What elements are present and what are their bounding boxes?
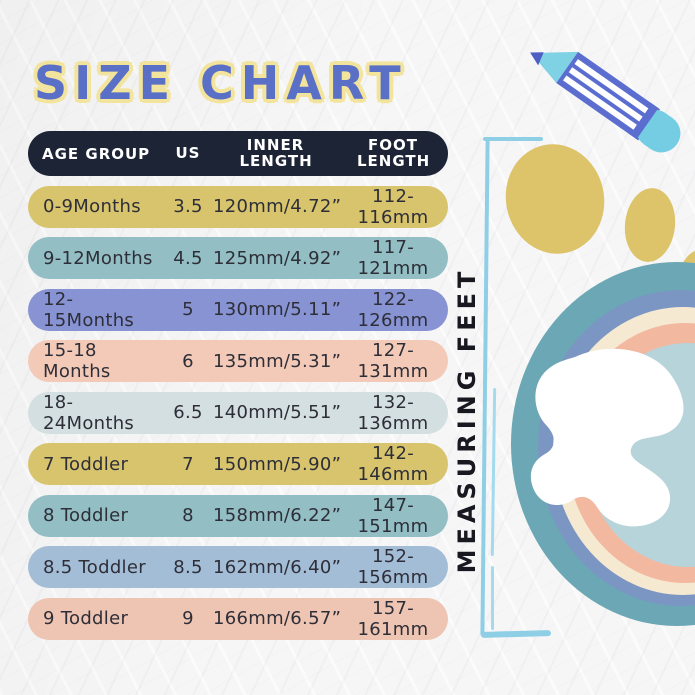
page-title: SIZE CHART (34, 56, 408, 110)
header-age-group: AGE GROUP (42, 144, 151, 163)
cell-age-group: 0-9Months (43, 196, 141, 217)
cell-us-size: 5 (182, 299, 194, 320)
size-table: AGE GROUP US INNER LENGTH FOOT LENGTH 0-… (28, 131, 448, 640)
table-row: 18-24Months 6.5 140mm/5.51” 132-136mm (28, 391, 448, 434)
cell-age-group: 8 Toddler (43, 505, 129, 526)
cell-foot-length: 127-131mm (357, 340, 429, 382)
foot-sole-rings-icon (511, 262, 695, 626)
measuring-bracket-accent (491, 566, 494, 630)
table-row: 12-15Months 5 130mm/5.11” 122-126mm (28, 288, 448, 331)
cell-age-group: 8.5 Toddler (43, 556, 146, 578)
cell-us-size: 6.5 (173, 402, 203, 423)
table-row: 8 Toddler 8 158mm/6.22” 147-151mm (28, 494, 448, 537)
cell-inner-length: 166mm/6.57” (213, 608, 342, 629)
table-row: 7 Toddler 7 150mm/5.90” 142-146mm (28, 443, 448, 485)
cell-age-group: 12-15Months (43, 288, 135, 331)
cell-age-group: 18-24Months (43, 391, 135, 434)
cell-foot-length: 122-126mm (357, 288, 429, 331)
cell-foot-length: 132-136mm (357, 391, 429, 434)
baby-foot-illustration (505, 144, 695, 626)
cell-foot-length: 112-116mm (357, 185, 429, 228)
cell-foot-length: 157-161mm (357, 597, 429, 640)
cell-foot-length: 117-121mm (357, 237, 429, 279)
cell-inner-length: 130mm/5.11” (213, 299, 342, 320)
cell-us-size: 8.5 (173, 556, 203, 578)
cell-inner-length: 140mm/5.51” (213, 402, 342, 423)
cell-inner-length: 125mm/4.92” (213, 247, 342, 269)
cell-us-size: 4.5 (173, 247, 203, 269)
cell-inner-length: 120mm/4.72” (213, 196, 342, 217)
cell-us-size: 9 (182, 608, 194, 629)
cell-age-group: 15-18 Months (43, 340, 111, 382)
table-row: 15-18 Months 6 135mm/5.31” 127-131mm (28, 340, 448, 382)
table-row: 9-12Months 4.5 125mm/4.92” 117-121mm (28, 237, 448, 279)
cell-foot-length: 152-156mm (357, 546, 429, 588)
cell-inner-length: 150mm/5.90” (213, 453, 342, 475)
cell-inner-length: 158mm/6.22” (213, 505, 342, 526)
cell-us-size: 3.5 (173, 196, 203, 217)
cell-us-size: 6 (182, 350, 194, 372)
header-foot-length: FOOT LENGTH (357, 135, 431, 170)
cell-foot-length: 142-146mm (357, 443, 429, 485)
header-us: US (175, 143, 201, 162)
cell-inner-length: 135mm/5.31” (213, 350, 342, 372)
cell-age-group: 9-12Months (43, 247, 153, 269)
cell-foot-length: 147-151mm (357, 494, 429, 537)
table-row: 9 Toddler 9 166mm/6.57” 157-161mm (28, 597, 448, 640)
cell-us-size: 7 (182, 453, 194, 475)
cell-age-group: 9 Toddler (43, 608, 129, 629)
pencil-icon (530, 51, 681, 153)
table-row: 0-9Months 3.5 120mm/4.72” 112-116mm (28, 185, 448, 228)
measuring-bracket-top-cap (483, 137, 543, 141)
table-header-row: AGE GROUP US INNER LENGTH FOOT LENGTH (28, 131, 448, 176)
cell-inner-length: 162mm/6.40” (213, 556, 342, 578)
cell-us-size: 8 (182, 505, 194, 526)
table-row: 8.5 Toddler 8.5 162mm/6.40” 152-156mm (28, 546, 448, 588)
cell-age-group: 7 Toddler (43, 453, 129, 475)
foot-white-blob (530, 348, 684, 527)
header-inner-length: INNER LENGTH (239, 135, 313, 170)
